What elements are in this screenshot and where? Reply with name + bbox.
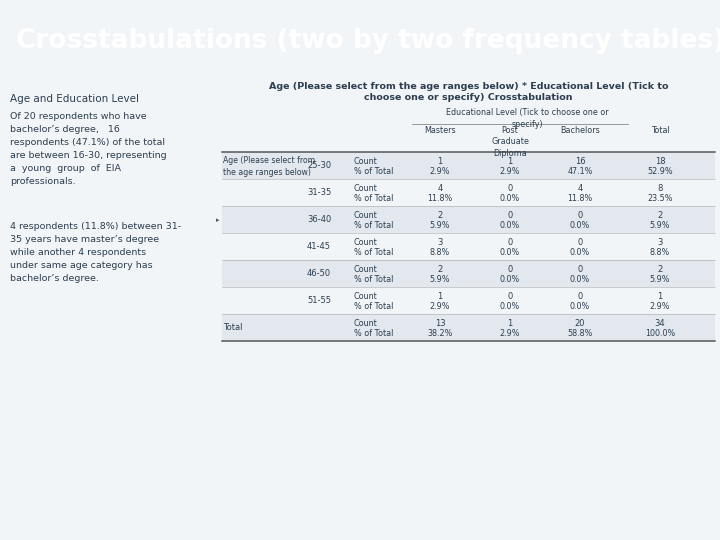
Text: % of Total: % of Total	[354, 302, 393, 311]
Text: % of Total: % of Total	[354, 275, 393, 284]
Text: 0: 0	[577, 265, 582, 274]
Text: 0.0%: 0.0%	[500, 275, 520, 284]
Text: 0.0%: 0.0%	[570, 275, 590, 284]
Text: 2: 2	[437, 211, 443, 220]
Text: 11.8%: 11.8%	[428, 194, 453, 203]
Text: 4 respondents (11.8%) between 31-
35 years have master’s degree
while another 4 : 4 respondents (11.8%) between 31- 35 yea…	[10, 222, 181, 282]
Text: 1: 1	[508, 157, 513, 166]
Text: 0: 0	[508, 238, 513, 247]
Text: 36-40: 36-40	[307, 215, 331, 224]
FancyBboxPatch shape	[222, 206, 715, 233]
Text: 0: 0	[577, 238, 582, 247]
Text: Total: Total	[651, 126, 670, 136]
FancyBboxPatch shape	[222, 83, 715, 515]
Text: 2.9%: 2.9%	[649, 302, 670, 311]
Text: % of Total: % of Total	[354, 167, 393, 176]
Text: 5.9%: 5.9%	[430, 221, 450, 230]
Text: 13: 13	[435, 319, 445, 328]
Text: Count: Count	[354, 157, 378, 166]
Text: 0: 0	[577, 211, 582, 220]
Text: 8.8%: 8.8%	[430, 248, 450, 257]
Text: 52.9%: 52.9%	[647, 167, 672, 176]
FancyBboxPatch shape	[222, 233, 715, 260]
Text: 100.0%: 100.0%	[645, 329, 675, 338]
Text: 58.8%: 58.8%	[567, 329, 593, 338]
Text: choose one or specify) Crosstabulation: choose one or specify) Crosstabulation	[364, 93, 572, 103]
Text: 1: 1	[437, 157, 443, 166]
Text: Count: Count	[354, 292, 378, 301]
Text: 0: 0	[577, 292, 582, 301]
Text: 46-50: 46-50	[307, 269, 331, 278]
Text: Crosstabulations (two by two frequency tables): Crosstabulations (two by two frequency t…	[16, 28, 720, 55]
Text: 2: 2	[437, 265, 443, 274]
Text: 2.9%: 2.9%	[430, 302, 450, 311]
Text: Masters: Masters	[424, 126, 456, 136]
Text: 0.0%: 0.0%	[500, 248, 520, 257]
Text: 4: 4	[437, 184, 443, 193]
Text: Of 20 respondents who have
bachelor’s degree,   16
respondents (47.1%) of the to: Of 20 respondents who have bachelor’s de…	[10, 112, 166, 186]
Text: 0.0%: 0.0%	[570, 248, 590, 257]
Text: % of Total: % of Total	[354, 248, 393, 257]
Text: Bachelors: Bachelors	[560, 126, 600, 136]
Text: 34: 34	[654, 319, 665, 328]
Text: 3: 3	[657, 238, 662, 247]
Text: 4: 4	[577, 184, 582, 193]
Text: 0: 0	[508, 265, 513, 274]
Text: 2: 2	[657, 211, 662, 220]
Text: 1: 1	[437, 292, 443, 301]
FancyBboxPatch shape	[222, 179, 715, 206]
Text: 20: 20	[575, 319, 585, 328]
Text: 18: 18	[654, 157, 665, 166]
Text: 5.9%: 5.9%	[649, 221, 670, 230]
Text: Age (Please select from
the age ranges below): Age (Please select from the age ranges b…	[223, 157, 315, 177]
Text: 1: 1	[657, 292, 662, 301]
Text: 2.9%: 2.9%	[500, 329, 521, 338]
Text: 38.2%: 38.2%	[427, 329, 453, 338]
Text: % of Total: % of Total	[354, 329, 393, 338]
Text: 2.9%: 2.9%	[500, 167, 521, 176]
Text: Age and Education Level: Age and Education Level	[10, 94, 139, 104]
Text: 2: 2	[657, 265, 662, 274]
Text: Age (Please select from the age ranges below) * Educational Level (Tick to: Age (Please select from the age ranges b…	[269, 83, 668, 91]
Text: Count: Count	[354, 238, 378, 247]
Text: % of Total: % of Total	[354, 194, 393, 203]
FancyBboxPatch shape	[222, 152, 715, 179]
FancyBboxPatch shape	[222, 314, 715, 341]
Text: Count: Count	[354, 211, 378, 220]
Text: 0.0%: 0.0%	[500, 194, 520, 203]
Text: 0.0%: 0.0%	[570, 302, 590, 311]
Text: Count: Count	[354, 319, 378, 328]
FancyBboxPatch shape	[222, 287, 715, 314]
Text: Count: Count	[354, 265, 378, 274]
Text: 8: 8	[657, 184, 662, 193]
Text: 8.8%: 8.8%	[650, 248, 670, 257]
Text: 2.9%: 2.9%	[430, 167, 450, 176]
Text: 31-35: 31-35	[307, 188, 331, 197]
Text: 1: 1	[508, 319, 513, 328]
Text: 3: 3	[437, 238, 443, 247]
Text: 0.0%: 0.0%	[500, 302, 520, 311]
FancyBboxPatch shape	[222, 260, 715, 287]
Text: 16: 16	[575, 157, 585, 166]
Text: 23.5%: 23.5%	[647, 194, 672, 203]
Text: 11.8%: 11.8%	[567, 194, 593, 203]
Text: Post
Graduate
Diploma: Post Graduate Diploma	[491, 126, 529, 158]
Text: 0: 0	[508, 292, 513, 301]
Text: 0: 0	[508, 211, 513, 220]
Text: 51-55: 51-55	[307, 296, 331, 305]
Text: 0: 0	[508, 184, 513, 193]
Text: 25-30: 25-30	[307, 161, 331, 170]
Text: 5.9%: 5.9%	[430, 275, 450, 284]
Text: 5.9%: 5.9%	[649, 275, 670, 284]
Text: 47.1%: 47.1%	[567, 167, 593, 176]
Text: % of Total: % of Total	[354, 221, 393, 230]
Text: Total: Total	[223, 323, 243, 332]
Text: 41-45: 41-45	[307, 242, 331, 251]
Text: Educational Level (Tick to choose one or
specify): Educational Level (Tick to choose one or…	[446, 109, 609, 129]
Text: Count: Count	[354, 184, 378, 193]
Text: ▸: ▸	[215, 217, 219, 223]
Text: 0.0%: 0.0%	[570, 221, 590, 230]
Text: 0.0%: 0.0%	[500, 221, 520, 230]
